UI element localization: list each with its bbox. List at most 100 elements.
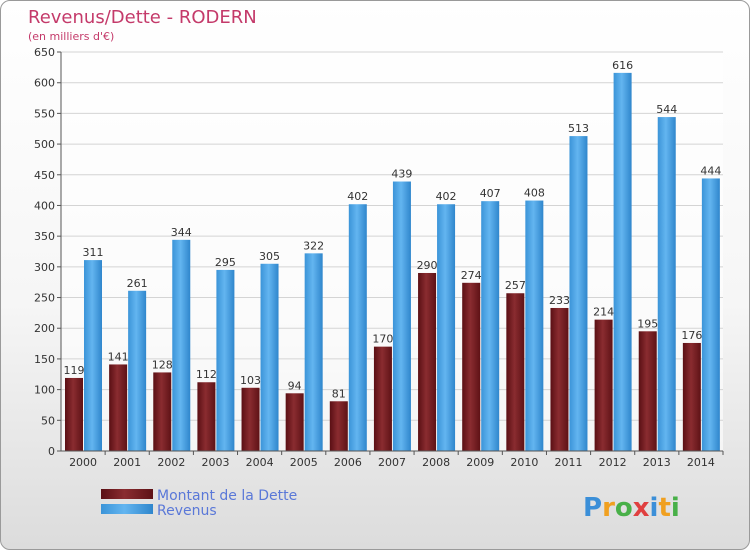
- bar-dette: [197, 382, 216, 451]
- x-tick-label: 2012: [599, 456, 627, 469]
- data-label-dette: 170: [372, 333, 393, 346]
- grid: [61, 51, 723, 452]
- bar-revenus: [613, 72, 632, 452]
- legend-swatch-revenus: [101, 504, 153, 514]
- data-label-dette: 103: [240, 374, 261, 387]
- legend-label-debt: Montant de la Dette: [157, 488, 297, 504]
- bar-dette: [373, 346, 392, 451]
- y-axis: 0 50 100 150 200 250 300 350 400 450 500 550 600 650: [34, 46, 62, 458]
- bar-revenus: [569, 136, 588, 451]
- legend-label-revenus: Revenus: [157, 503, 217, 519]
- data-label-revenus: 295: [215, 256, 236, 269]
- svg-text:Proxiti: Proxiti: [583, 493, 680, 523]
- data-label-dette: 112: [196, 368, 217, 381]
- bar-revenus: [84, 260, 102, 451]
- x-tick-label: 2000: [69, 456, 97, 469]
- bar-dette: [550, 307, 569, 451]
- bar-dette: [65, 377, 83, 451]
- bar-revenus: [172, 239, 191, 451]
- y-tick-label: 650: [34, 46, 55, 59]
- bar-revenus: [525, 200, 544, 451]
- x-tick-label: 2004: [246, 456, 274, 469]
- y-tick-label: 50: [41, 414, 55, 427]
- bar-revenus: [481, 201, 500, 451]
- x-tick-label: 2009: [466, 456, 494, 469]
- x-tick-label: 2008: [422, 456, 450, 469]
- bar-dette: [506, 293, 525, 451]
- bar-revenus: [128, 290, 147, 451]
- data-label-revenus: 439: [391, 168, 412, 181]
- bar-revenus: [348, 204, 367, 451]
- x-tick-label: 2002: [157, 456, 185, 469]
- bar-dette: [109, 364, 128, 451]
- y-tick-label: 400: [34, 199, 55, 212]
- bar-dette: [241, 387, 260, 451]
- chart-title: Revenus/Dette - RODERN: [28, 7, 257, 28]
- data-label-revenus: 402: [347, 190, 368, 203]
- data-label-dette: 94: [288, 379, 302, 392]
- x-tick-label: 2006: [334, 456, 362, 469]
- legend: Montant de la Dette Revenus: [101, 488, 297, 519]
- bar-revenus: [392, 181, 411, 451]
- data-label-dette: 176: [681, 329, 702, 342]
- data-label-dette: 195: [637, 317, 658, 330]
- y-tick-label: 600: [34, 77, 55, 90]
- data-label-revenus: 408: [524, 187, 545, 200]
- y-tick-label: 200: [34, 322, 55, 335]
- x-tick-label: 2010: [510, 456, 538, 469]
- proxiti-logo: Proxiti: [583, 493, 680, 523]
- data-label-revenus: 444: [700, 164, 721, 177]
- data-label-dette: 233: [549, 294, 570, 307]
- bar-dette: [462, 282, 481, 451]
- bar-dette: [638, 331, 657, 451]
- y-tick-label: 100: [34, 384, 55, 397]
- y-tick-label: 150: [34, 353, 55, 366]
- data-label-revenus: 305: [259, 250, 280, 263]
- data-label-revenus: 344: [171, 226, 192, 239]
- y-tick-label: 450: [34, 169, 55, 182]
- data-label-dette: 257: [505, 279, 526, 292]
- y-tick-label: 500: [34, 138, 55, 151]
- data-label-revenus: 311: [83, 246, 104, 259]
- bar-dette: [594, 319, 613, 451]
- y-tick-label: 0: [48, 445, 55, 458]
- bar-dette: [153, 372, 172, 451]
- data-label-revenus: 261: [127, 277, 148, 290]
- bar-dette: [682, 342, 701, 451]
- x-axis: 2000 2001 2002 2003 2004 2005 2006 2007 2008 2009…: [61, 450, 724, 469]
- x-tick-label: 2003: [201, 456, 229, 469]
- data-label-dette: 141: [108, 350, 129, 363]
- x-tick-label: 2014: [687, 456, 715, 469]
- bar-revenus: [657, 117, 676, 452]
- data-label-revenus: 402: [436, 190, 457, 203]
- data-label-dette: 128: [152, 358, 173, 371]
- legend-swatch-debt: [101, 489, 153, 499]
- bar-dette: [329, 401, 348, 451]
- data-label-revenus: 513: [568, 122, 589, 135]
- x-tick-label: 2005: [290, 456, 318, 469]
- data-label-dette: 274: [461, 269, 482, 282]
- data-label-dette: 119: [64, 364, 85, 377]
- plot-area: [61, 52, 723, 451]
- y-tick-label: 300: [34, 261, 55, 274]
- x-tick-label: 2007: [378, 456, 406, 469]
- bar-revenus: [216, 269, 235, 451]
- data-label-dette: 290: [417, 259, 438, 272]
- data-label-revenus: 544: [656, 103, 677, 116]
- bar-dette: [285, 393, 304, 451]
- data-label-revenus: 616: [612, 59, 633, 72]
- bar-revenus: [304, 253, 323, 451]
- y-tick-label: 550: [34, 107, 55, 120]
- chart-subtitle: (en milliers d'€): [28, 30, 114, 43]
- y-tick-label: 350: [34, 230, 55, 243]
- data-label-dette: 81: [332, 387, 346, 400]
- bar-revenus: [701, 178, 720, 451]
- data-label-dette: 214: [593, 306, 614, 319]
- x-tick-label: 2011: [555, 456, 583, 469]
- bar-revenus: [260, 263, 279, 451]
- data-label-revenus: 407: [480, 187, 501, 200]
- bar-dette: [418, 272, 437, 451]
- bars: 119 311 141 261 128 344 112 295 103 305 94 322 81 402…: [64, 59, 721, 452]
